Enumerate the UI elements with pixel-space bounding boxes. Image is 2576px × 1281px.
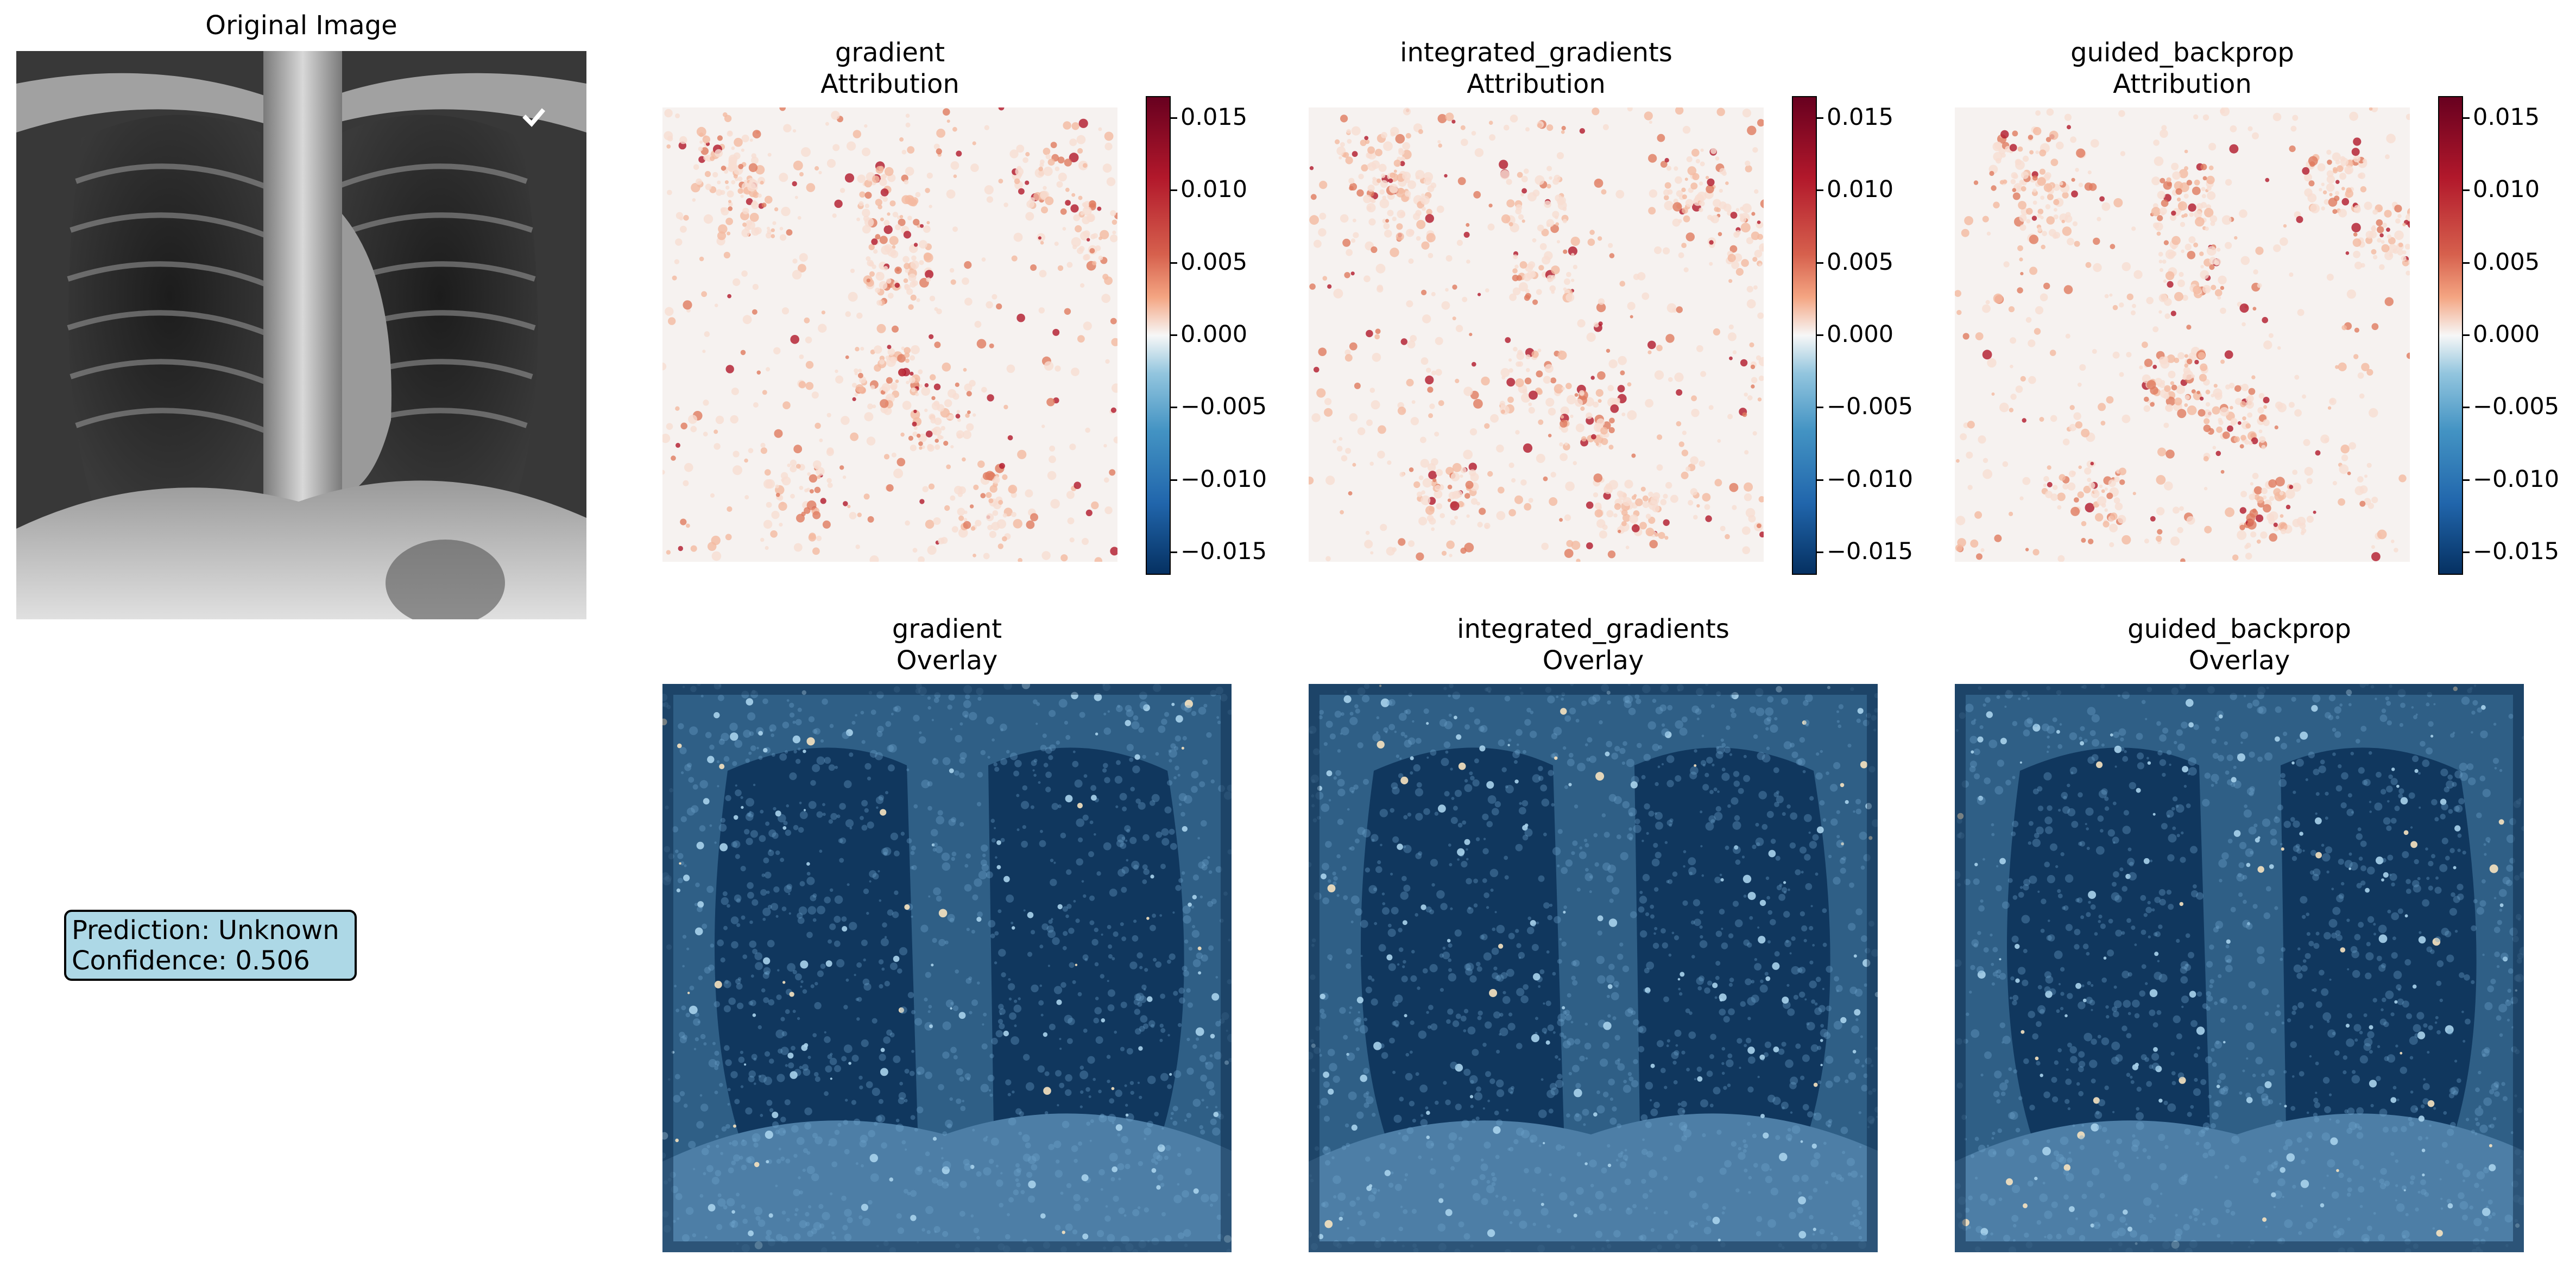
colorbar-tick-label: −0.010 xyxy=(1827,465,1914,493)
colorbar-tick-label: 0.000 xyxy=(1180,321,1248,348)
colorbar-gradient-strip xyxy=(2438,96,2463,575)
colorbar-tick-mark xyxy=(1817,551,1823,553)
colorbar-tick-label: −0.010 xyxy=(2473,465,2560,493)
prediction-box: Prediction: Unknown Confidence: 0.506 xyxy=(64,910,357,981)
colorbar-tick-mark xyxy=(1817,262,1823,264)
colorbar-tick-label: 0.005 xyxy=(2473,248,2540,276)
colorbar-tick-label: −0.005 xyxy=(1180,393,1267,421)
colorbar-tick-label: −0.015 xyxy=(2473,538,2560,565)
overlay-gradient xyxy=(662,684,1232,1252)
colorbar-tick-label: 0.005 xyxy=(1180,248,1248,276)
colorbar-tick-label: −0.005 xyxy=(2473,393,2560,421)
attr-title-integrated-gradients: integrated_gradients Attribution xyxy=(1400,37,1672,99)
colorbar-tick-mark xyxy=(1171,117,1177,119)
colorbar-tick-mark xyxy=(2463,479,2470,481)
original-xray-panel xyxy=(16,51,586,619)
original-image-title: Original Image xyxy=(205,10,397,41)
colorbar-tick-mark xyxy=(2463,189,2470,192)
overlay-integrated-gradients xyxy=(1309,684,1878,1252)
colorbar-tick-label: −0.005 xyxy=(1827,393,1914,421)
colorbar-tick-mark xyxy=(1171,334,1177,336)
colorbar-gradient-strip xyxy=(1792,96,1817,575)
colorbar-tick-label: 0.010 xyxy=(1827,176,1894,204)
prediction-label: Prediction: Unknown xyxy=(72,915,339,946)
colorbar-tick-label: −0.015 xyxy=(1180,538,1267,565)
colorbar-tick-label: 0.005 xyxy=(1827,248,1894,276)
colorbar-tick-mark xyxy=(1171,189,1177,192)
colorbar-tick-label: 0.000 xyxy=(2473,321,2540,348)
colorbar-tick-mark xyxy=(1171,262,1177,264)
overlay-title-gradient: gradient Overlay xyxy=(892,614,1002,676)
colorbar-tick-label: 0.015 xyxy=(1180,104,1248,131)
colorbar-integrated-gradients: 0.015 0.010 0.005 0.000 −0.005 −0.010 −0.015 xyxy=(1792,96,1971,575)
colorbar-tick-label: −0.010 xyxy=(1180,465,1267,493)
confidence-label: Confidence: 0.506 xyxy=(72,946,310,976)
colorbar-tick-label: 0.010 xyxy=(1180,176,1248,204)
colorbar-tick-label: −0.015 xyxy=(1827,538,1914,565)
colorbar-tick-mark xyxy=(1171,551,1177,553)
colorbar-tick-mark xyxy=(1171,407,1177,409)
colorbar-tick-mark xyxy=(1817,479,1823,481)
overlay-title-integrated-gradients: integrated_gradients Overlay xyxy=(1457,614,1729,676)
attr-heatmap-integrated-gradients xyxy=(1309,107,1764,562)
colorbar-tick-label: 0.010 xyxy=(2473,176,2540,204)
colorbar-gradient-strip xyxy=(1146,96,1171,575)
colorbar-tick-label: 0.015 xyxy=(1827,104,1894,131)
overlay-guided-backprop xyxy=(1955,684,2524,1252)
colorbar-tick-label: 0.000 xyxy=(1827,321,1894,348)
attr-heatmap-gradient xyxy=(662,107,1117,562)
colorbar-tick-mark xyxy=(2463,551,2470,553)
colorbar-tick-mark xyxy=(2463,334,2470,336)
xray-image xyxy=(16,51,586,619)
colorbar-tick-mark xyxy=(1171,479,1177,481)
colorbar-tick-mark xyxy=(1817,407,1823,409)
colorbar-guided-backprop: 0.015 0.010 0.005 0.000 −0.005 −0.010 −0.015 xyxy=(2438,96,2574,575)
attr-title-gradient: gradient Attribution xyxy=(820,37,959,99)
colorbar-tick-mark xyxy=(1817,334,1823,336)
colorbar-tick-mark xyxy=(2463,262,2470,264)
colorbar-tick-mark xyxy=(2463,117,2470,119)
colorbar-tick-label: 0.015 xyxy=(2473,104,2540,131)
colorbar-tick-mark xyxy=(1817,189,1823,192)
colorbar-tick-mark xyxy=(2463,407,2470,409)
overlay-title-guided-backprop: guided_backprop Overlay xyxy=(2127,614,2351,676)
colorbar-gradient: 0.015 0.010 0.005 0.000 −0.005 −0.010 −0.015 xyxy=(1146,96,1325,575)
attr-heatmap-guided-backprop xyxy=(1955,107,2410,562)
attr-title-guided-backprop: guided_backprop Attribution xyxy=(2070,37,2294,99)
colorbar-tick-mark xyxy=(1817,117,1823,119)
